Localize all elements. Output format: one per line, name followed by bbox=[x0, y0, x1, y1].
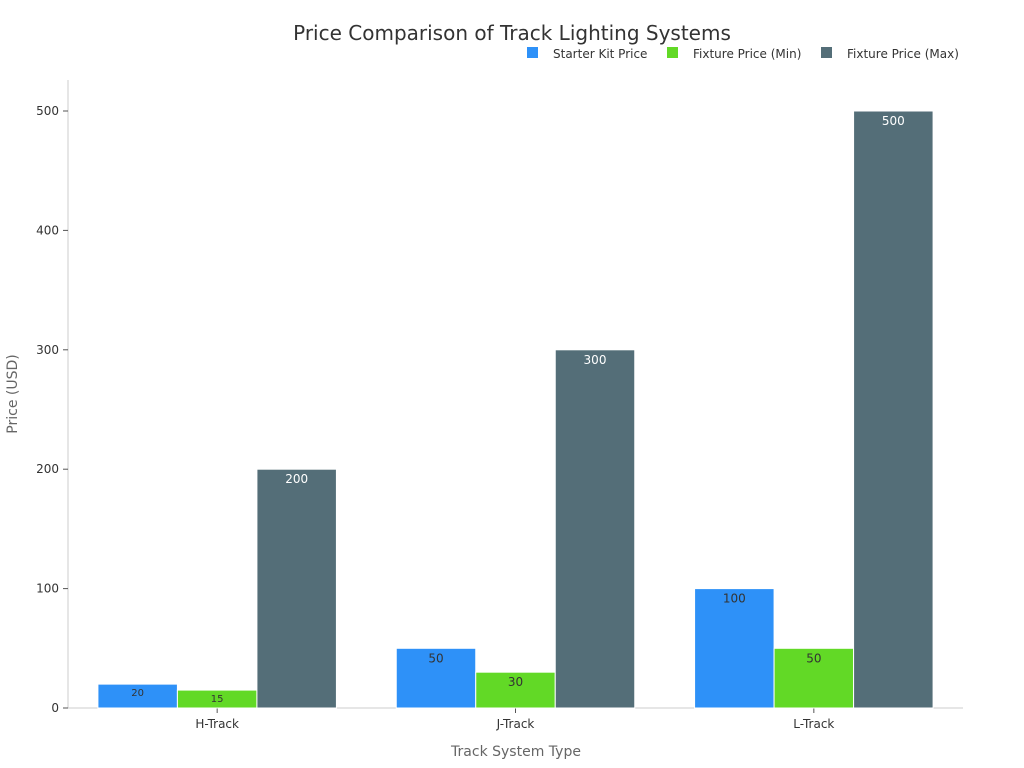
y-tick-label: 500 bbox=[36, 104, 59, 118]
data-label: 500 bbox=[882, 114, 905, 128]
x-axis-label: Track System Type bbox=[450, 744, 581, 760]
legend-swatch bbox=[667, 47, 678, 58]
y-axis-label: Price (USD) bbox=[5, 354, 21, 433]
bar-J-Track-2 bbox=[554, 349, 636, 709]
y-tick-label: 200 bbox=[36, 462, 59, 476]
data-label: 50 bbox=[806, 651, 821, 665]
legend-swatch bbox=[821, 47, 832, 58]
data-label: 30 bbox=[508, 675, 523, 689]
legend-label: Fixture Price (Max) bbox=[847, 47, 959, 61]
legend-label: Starter Kit Price bbox=[553, 47, 647, 61]
legend-swatch bbox=[527, 47, 538, 58]
bar-J-Track-1 bbox=[475, 671, 556, 709]
data-label: 50 bbox=[428, 651, 443, 665]
chart-title: Price Comparison of Track Lighting Syste… bbox=[293, 21, 731, 45]
x-tick-label: H-Track bbox=[195, 717, 239, 731]
bar-L-Track-0 bbox=[694, 588, 775, 709]
bar-J-Track-0 bbox=[395, 647, 477, 709]
x-tick-label: J-Track bbox=[496, 717, 535, 731]
bar-L-Track-1 bbox=[773, 647, 855, 709]
legend-label: Fixture Price (Min) bbox=[693, 47, 801, 61]
y-tick-label: 0 bbox=[51, 701, 59, 715]
y-tick-label: 100 bbox=[36, 582, 59, 596]
data-label: 300 bbox=[584, 353, 607, 367]
data-label: 200 bbox=[285, 472, 308, 486]
data-label: 20 bbox=[131, 688, 144, 699]
bar-L-Track-2 bbox=[853, 110, 934, 709]
bar-H-Track-2 bbox=[256, 468, 337, 709]
y-tick-label: 300 bbox=[36, 343, 59, 357]
y-tick-label: 400 bbox=[36, 223, 59, 237]
data-label: 15 bbox=[211, 694, 224, 705]
x-tick-label: L-Track bbox=[793, 717, 834, 731]
data-label: 100 bbox=[723, 592, 746, 606]
